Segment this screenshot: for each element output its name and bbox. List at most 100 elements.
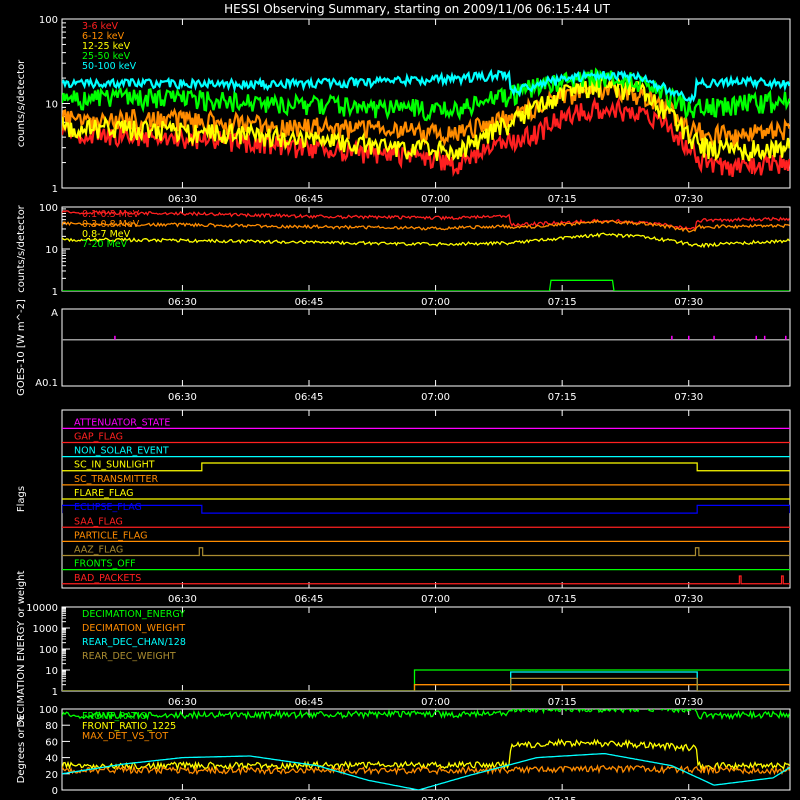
y-tick-label: 20: [45, 770, 58, 781]
x-tick-label: 06:45: [295, 392, 324, 403]
panel-frame: [61, 708, 791, 791]
series-line: [62, 709, 790, 721]
x-tick-label: 07:30: [674, 796, 703, 800]
x-tick-label: 07:30: [674, 697, 703, 708]
legend-entry: 7-20 MeV: [82, 239, 128, 250]
plot-area: [62, 669, 790, 691]
flag-label: BAD_PACKETS: [74, 573, 141, 584]
y-tick-label: 10: [45, 100, 58, 111]
y-tick-label: 100: [39, 705, 58, 716]
flag-line: [62, 462, 790, 472]
series-line: [62, 96, 790, 178]
x-tick-label: 06:30: [168, 594, 197, 605]
legend-entry: FRONT_RATIO: [82, 711, 147, 722]
y-tick-label: 1000: [33, 624, 58, 635]
x-tick-label: 06:30: [168, 194, 197, 205]
series-line: [62, 671, 790, 691]
x-tick-label: 07:15: [548, 697, 577, 708]
series-line: [62, 219, 790, 233]
y-tick-label: 100: [39, 203, 58, 214]
panel-decim: 06:30 06:45 07:00 07:15 07:30 1 10 100 1000 10000…: [16, 570, 791, 727]
x-tick-label: 07:15: [548, 194, 577, 205]
panel-highE: 06:30 06:45 07:00 07:15 07:30 1 10 100 counts/s/…: [16, 203, 791, 308]
y-tick-label: 1: [52, 184, 58, 195]
x-tick-label: 07:30: [674, 297, 703, 308]
series-line: [62, 232, 790, 249]
legend-entry: 3-6 keV: [82, 21, 119, 32]
x-tick-label: 07:15: [548, 297, 577, 308]
legend-entry: DECIMATION_WEIGHT: [82, 623, 185, 634]
plot-area: [62, 335, 790, 341]
x-tick-label: 07:15: [548, 796, 577, 800]
x-tick-label: 06:30: [168, 796, 197, 800]
x-tick-label: 07:30: [674, 194, 703, 205]
flag-label: SC_TRANSMITTER: [74, 474, 159, 485]
flag-label: ATTENUATOR_STATE: [74, 417, 170, 428]
legend-entry: 25-50 keV: [82, 51, 131, 62]
y-tick-label: 1: [52, 287, 58, 298]
series-line: [62, 210, 790, 231]
x-tick-label: 07:00: [421, 392, 450, 403]
x-tick-label: 07:30: [674, 594, 703, 605]
x-tick-label: 07:15: [548, 392, 577, 403]
y-axis-label: Flags: [16, 486, 27, 512]
x-tick-label: 07:30: [674, 392, 703, 403]
series-line: [62, 669, 790, 691]
plot-area: [62, 427, 790, 585]
legend-entry: 6-12 keV: [82, 31, 125, 42]
y-axis-label: counts/s/detector: [16, 59, 27, 147]
legend-entry: REAR_DEC_CHAN/128: [82, 637, 186, 648]
panel-goes: 06:30 06:45 07:00 07:15 07:30 A A0.1 GOES-10 [W…: [16, 299, 791, 403]
y-tick-label: 10000: [26, 603, 58, 614]
flag-label: SC_IN_SUNLIGHT: [74, 460, 155, 471]
legend-entry: 12-25 keV: [82, 41, 131, 52]
panel-lowE: 06:30 06:45 07:00 07:15 07:30 1 10 100 counts/s/…: [16, 15, 791, 205]
y-tick-label: 0: [52, 786, 58, 797]
plot-area: [62, 709, 790, 790]
y-axis-label: Degrees or %: [16, 716, 27, 784]
legend-entry: DECIMATION_ENERGY: [82, 609, 185, 620]
y-tick-label: 40: [45, 754, 58, 765]
series-line: [62, 764, 790, 776]
flag-line: [62, 547, 790, 557]
flag-label: FLARE_FLAG: [74, 488, 134, 499]
y-tick-label: A0.1: [35, 378, 58, 389]
y-tick-label: 1: [52, 687, 58, 698]
legend-entry: REAR_DEC_WEIGHT: [82, 651, 176, 662]
y-tick-label: 100: [39, 15, 58, 26]
flag-label: FRONTS_OFF: [74, 559, 136, 570]
y-tick-label: 100: [39, 645, 58, 656]
x-tick-label: 06:30: [168, 297, 197, 308]
series-line: [62, 738, 790, 771]
y-tick-label: 80: [45, 721, 58, 732]
legend-entry: FRONT_RATIO_1225: [82, 721, 176, 732]
x-tick-label: 06:45: [295, 796, 324, 800]
flag-label: NON_SOLAR_EVENT: [74, 446, 169, 457]
panel-frame: [61, 206, 791, 292]
x-tick-label: 07:00: [421, 796, 450, 800]
x-tick-label: 06:30: [168, 392, 197, 403]
plot-area: [62, 210, 790, 291]
x-tick-label: 07:00: [421, 697, 450, 708]
legend-entry: 0.1-0.3 MeV: [82, 209, 140, 220]
flag-line: [62, 575, 790, 585]
y-axis-label: DECIMATION ENERGY or weight: [16, 570, 27, 727]
plot-area: [62, 67, 790, 178]
flag-line: [62, 504, 790, 514]
x-tick-label: 07:15: [548, 594, 577, 605]
x-tick-label: 07:00: [421, 194, 450, 205]
legend-entry: 50-100 keV: [82, 61, 137, 72]
series-line: [62, 68, 790, 105]
legend-entry: MAX_DET_VS_TOT: [82, 731, 168, 742]
flag-label: GAP_FLAG: [74, 431, 123, 442]
x-tick-label: 06:45: [295, 697, 324, 708]
series-line: [62, 677, 790, 691]
flag-label: AAZ_FLAG: [74, 545, 123, 556]
legend-entry: 0.8-7 MeV: [82, 229, 131, 240]
flag-label: PARTICLE_FLAG: [74, 530, 147, 541]
x-tick-label: 06:45: [295, 194, 324, 205]
x-tick-label: 06:45: [295, 297, 324, 308]
flag-label: ECLIPSE_FLAG: [74, 502, 142, 513]
legend-entry: 0.3-0.8 MeV: [82, 219, 140, 230]
